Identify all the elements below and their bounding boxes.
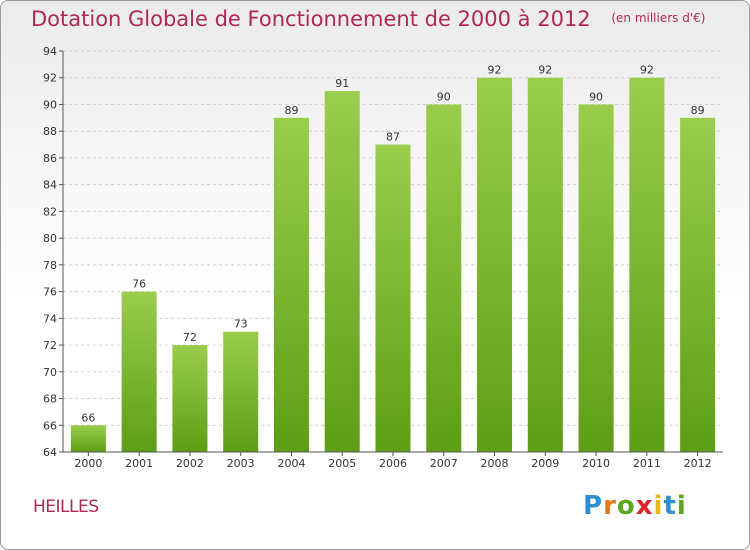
bar xyxy=(426,104,462,452)
y-tick-label: 88 xyxy=(43,125,57,138)
y-tick-label: 74 xyxy=(43,312,57,325)
y-tick-label: 66 xyxy=(43,419,57,432)
data-label: 90 xyxy=(589,90,603,103)
data-label: 87 xyxy=(386,131,400,144)
y-tick-label: 86 xyxy=(43,152,57,165)
data-label: 92 xyxy=(538,64,552,77)
bar xyxy=(172,345,208,452)
data-label: 89 xyxy=(284,104,298,117)
y-tick-label: 80 xyxy=(43,232,57,245)
logo-letter: o xyxy=(616,491,636,521)
logo-letter: i xyxy=(676,491,687,521)
y-tick-label: 76 xyxy=(43,286,57,299)
x-tick-label: 2010 xyxy=(582,457,610,470)
bar xyxy=(324,91,360,452)
y-tick-label: 64 xyxy=(43,446,57,459)
labels: 64 66 68 70 72 74 76 78 80 82 84 86 88 90 92 94 2000 66 20… xyxy=(43,45,712,470)
y-tick-label: 72 xyxy=(43,339,57,352)
axes xyxy=(59,50,723,456)
x-tick-label: 2002 xyxy=(176,457,204,470)
chart-title: Dotation Globale de Fonctionnement de 20… xyxy=(31,7,705,31)
data-label: 92 xyxy=(488,64,502,77)
y-tick-label: 92 xyxy=(43,72,57,85)
bar xyxy=(273,117,309,452)
proxiti-logo: Proxiti xyxy=(583,491,687,521)
x-tick-label: 2004 xyxy=(277,457,305,470)
bar xyxy=(121,291,157,452)
x-tick-label: 2008 xyxy=(481,457,509,470)
y-tick-label: 70 xyxy=(43,366,57,379)
x-tick-label: 2007 xyxy=(430,457,458,470)
bar xyxy=(527,77,563,452)
commune-name: HEILLES xyxy=(33,497,99,517)
x-tick-label: 2012 xyxy=(684,457,712,470)
y-tick-label: 94 xyxy=(43,45,57,58)
data-label: 90 xyxy=(437,90,451,103)
data-label: 91 xyxy=(335,77,349,90)
data-label: 89 xyxy=(691,104,705,117)
logo-letter: r xyxy=(603,491,617,521)
bar xyxy=(223,331,259,452)
x-tick-label: 2009 xyxy=(531,457,559,470)
bar xyxy=(70,425,106,452)
chart-title-text: Dotation Globale de Fonctionnement de 20… xyxy=(31,7,591,31)
y-tick-label: 90 xyxy=(43,98,57,111)
x-tick-label: 2000 xyxy=(74,457,102,470)
x-tick-label: 2001 xyxy=(125,457,153,470)
bars xyxy=(70,77,716,453)
x-tick-label: 2006 xyxy=(379,457,407,470)
logo-letter: t xyxy=(663,491,677,521)
data-label: 76 xyxy=(132,278,146,291)
y-tick-label: 68 xyxy=(43,393,57,406)
y-tick-label: 78 xyxy=(43,259,57,272)
bar xyxy=(375,144,411,453)
logo-letter: x xyxy=(635,491,654,521)
data-label: 92 xyxy=(640,64,654,77)
bar xyxy=(629,77,665,452)
data-label: 72 xyxy=(183,331,197,344)
x-tick-label: 2011 xyxy=(633,457,661,470)
bar xyxy=(477,77,513,452)
logo-letter: P xyxy=(583,491,604,521)
bar xyxy=(578,104,614,452)
y-tick-label: 84 xyxy=(43,179,57,192)
logo-letter: i xyxy=(653,491,664,521)
bar xyxy=(680,117,716,452)
data-label: 73 xyxy=(234,318,248,331)
data-label: 66 xyxy=(81,411,95,424)
x-tick-label: 2003 xyxy=(227,457,255,470)
y-tick-label: 82 xyxy=(43,205,57,218)
x-tick-label: 2005 xyxy=(328,457,356,470)
chart-unit: (en milliers d'€) xyxy=(611,11,706,25)
